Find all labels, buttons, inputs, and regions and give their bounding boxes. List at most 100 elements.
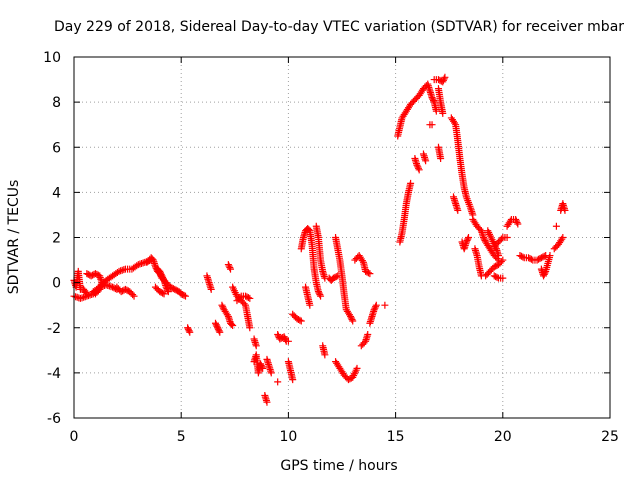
data-point (559, 234, 567, 241)
x-tick-label: 10 (279, 429, 297, 445)
data-point (503, 234, 511, 241)
data-point (181, 292, 189, 300)
data-point (332, 273, 340, 281)
data-point (214, 325, 222, 333)
data-point (381, 301, 389, 309)
data-point (552, 222, 560, 230)
x-tick-label: 15 (387, 429, 405, 445)
data-point (506, 217, 514, 225)
data-point (297, 317, 305, 325)
data-point (216, 328, 224, 336)
data-point (540, 252, 548, 260)
data-point (512, 217, 520, 225)
data-point (214, 324, 222, 332)
y-tick-label: 10 (43, 50, 61, 66)
data-point (315, 289, 323, 297)
data-point (289, 376, 297, 384)
data-point (157, 270, 165, 278)
data-point (94, 284, 102, 292)
data-point (130, 292, 138, 300)
x-tick-label: 20 (494, 429, 512, 445)
y-tick-label: 4 (52, 185, 61, 201)
data-point (439, 76, 447, 84)
data-point (353, 364, 361, 372)
data-point (185, 327, 193, 335)
data-point (349, 317, 357, 325)
data-point (281, 334, 289, 342)
data-point (519, 253, 527, 261)
data-point (415, 166, 423, 174)
data-point (428, 121, 436, 129)
data-point (546, 252, 554, 260)
data-point (236, 294, 244, 302)
data-point (451, 119, 459, 127)
data-point (184, 324, 192, 332)
data-point (164, 288, 172, 296)
data-point (432, 107, 440, 115)
data-point (413, 161, 421, 169)
data-point (259, 364, 267, 372)
data-point (480, 235, 488, 243)
data-point (541, 269, 549, 277)
data-point (428, 94, 436, 102)
data-point (246, 324, 254, 332)
data-point (497, 258, 505, 266)
data-point (347, 312, 355, 320)
data-point (499, 256, 507, 264)
data-point (464, 235, 472, 243)
data-point (159, 273, 167, 281)
data-point (364, 331, 372, 339)
data-point (464, 234, 472, 241)
data-point (317, 292, 325, 300)
data-point (370, 306, 378, 314)
data-point (156, 267, 164, 275)
data-point (499, 274, 507, 282)
data-point (296, 316, 304, 324)
data-point (540, 270, 548, 278)
data-point (225, 262, 233, 270)
data-point (463, 237, 471, 245)
data-point (133, 262, 141, 270)
data-point (480, 234, 488, 241)
data-point (347, 314, 355, 322)
y-tick-label: 6 (52, 140, 61, 156)
data-point (113, 268, 121, 276)
data-point (228, 320, 236, 328)
data-point (257, 361, 265, 369)
data-point (558, 235, 566, 243)
data-point (284, 337, 292, 345)
data-point (212, 321, 220, 329)
data-point (159, 289, 167, 297)
data-point (159, 275, 167, 283)
x-axis-label: GPS time / hours (280, 458, 397, 474)
data-point (257, 360, 265, 368)
data-point (280, 333, 288, 341)
x-tick-label: 25 (601, 429, 619, 445)
data-point (226, 264, 234, 272)
data-point (493, 273, 501, 281)
data-point (513, 218, 521, 226)
data-point (215, 327, 223, 335)
data-point (229, 321, 237, 329)
data-point (314, 288, 322, 296)
data-point (164, 286, 172, 294)
x-tick-label: 0 (70, 429, 79, 445)
data-point (462, 238, 470, 246)
data-point (540, 272, 548, 280)
data-point (561, 206, 569, 214)
data-point (180, 291, 188, 299)
data-point (372, 303, 380, 311)
data-point (493, 255, 501, 263)
y-tick-label: 8 (52, 95, 61, 111)
data-point (267, 369, 275, 377)
data-point (129, 291, 137, 299)
y-tick-label: -4 (47, 366, 61, 382)
data-point (306, 301, 314, 309)
data-point (207, 285, 215, 293)
data-point (252, 342, 260, 350)
data-point (223, 311, 231, 319)
data-point (441, 73, 449, 81)
data-point (212, 319, 220, 327)
data-point (372, 301, 380, 309)
